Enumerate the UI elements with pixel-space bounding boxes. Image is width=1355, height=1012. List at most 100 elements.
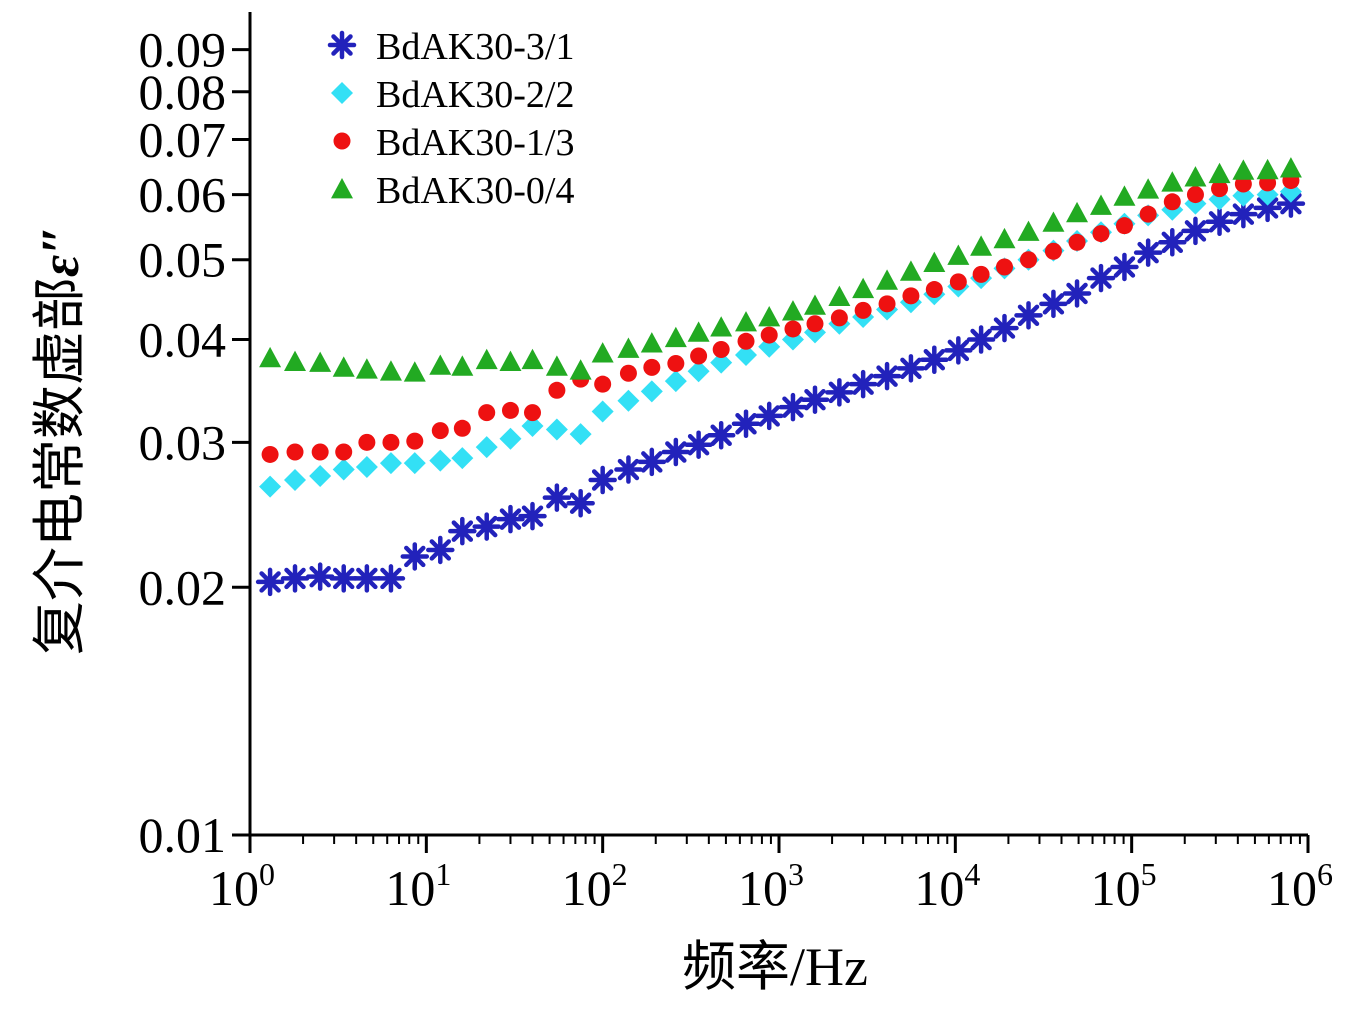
data-point-asterisk xyxy=(661,437,691,467)
data-point-triangle xyxy=(993,227,1016,249)
legend: BdAK30-3/1 BdAK30-2/2 BdAK30-1/3 BdAK30-0/4 xyxy=(327,26,574,212)
data-point-asterisk xyxy=(448,516,477,546)
data-point-circle xyxy=(1115,217,1133,235)
data-point-circle xyxy=(737,332,755,350)
data-point-asterisk xyxy=(920,345,949,374)
data-point-triangle xyxy=(545,355,568,376)
x-tick-label: 101 xyxy=(385,856,451,916)
data-point-triangle xyxy=(1137,178,1160,199)
y-axis-title-symbol: ε″ xyxy=(30,225,90,277)
x-axis-title: 频率/Hz xyxy=(682,937,868,997)
y-tick-label: 0.08 xyxy=(139,64,227,120)
data-point-asterisk xyxy=(376,564,406,593)
data-point-triangle xyxy=(803,294,826,315)
data-point-circle xyxy=(453,419,471,437)
series-circle xyxy=(261,172,1300,463)
data-point-diamond xyxy=(521,415,544,438)
data-point-triangle xyxy=(451,355,474,376)
data-point-circle xyxy=(878,295,896,313)
data-point-triangle xyxy=(1232,159,1255,180)
data-point-triangle xyxy=(499,350,522,371)
data-point-triangle xyxy=(1279,157,1302,178)
data-point-asterisk xyxy=(825,378,854,407)
data-point-asterisk xyxy=(684,430,713,459)
data-point-asterisk xyxy=(1205,207,1234,237)
data-point-asterisk xyxy=(472,512,501,541)
data-point-asterisk xyxy=(706,421,736,450)
y-tick-label: 0.01 xyxy=(139,807,227,863)
legend-marker-asterisk xyxy=(327,30,357,60)
data-point-triangle xyxy=(521,348,544,370)
data-point-asterisk xyxy=(1014,301,1043,330)
data-point-triangle xyxy=(379,360,402,381)
y-tick-label: 0.02 xyxy=(139,559,227,615)
data-point-diamond xyxy=(451,447,474,470)
data-point-asterisk xyxy=(637,447,667,477)
data-point-asterisk xyxy=(305,562,335,591)
data-point-circle xyxy=(1234,175,1252,193)
series-triangle xyxy=(259,157,1302,382)
data-point-triangle xyxy=(828,285,851,306)
data-point-circle xyxy=(949,273,967,291)
data-point-circle xyxy=(1020,251,1038,269)
data-point-triangle xyxy=(309,351,332,372)
series-asterisk xyxy=(255,189,1306,597)
legend-label: BdAK30-1/3 xyxy=(376,122,574,164)
data-point-asterisk xyxy=(1062,279,1092,308)
data-point-triangle xyxy=(1066,201,1089,223)
data-point-triangle xyxy=(1042,211,1065,232)
data-point-triangle xyxy=(1089,194,1112,215)
data-point-circle xyxy=(335,443,353,461)
legend-marker-diamond xyxy=(331,82,353,104)
data-point-triangle xyxy=(923,251,946,272)
data-point-triangle xyxy=(710,316,733,337)
data-point-asterisk xyxy=(588,465,617,495)
data-point-circle xyxy=(830,309,848,327)
data-point-asterisk xyxy=(848,369,878,399)
x-tick-label: 100 xyxy=(209,856,275,916)
data-point-asterisk xyxy=(400,542,430,571)
data-point-circle xyxy=(972,265,990,283)
x-tick-label: 102 xyxy=(562,856,628,916)
x-tick-label: 106 xyxy=(1267,856,1333,916)
data-point-diamond xyxy=(499,427,522,450)
y-axis-title: 复介电常数虚部ε″ xyxy=(30,225,90,655)
data-point-asterisk xyxy=(990,313,1019,343)
y-axis-title-label: 复介电常数虚部 xyxy=(30,277,90,655)
data-point-circle xyxy=(382,433,400,451)
data-point-triangle xyxy=(284,350,307,371)
data-point-circle xyxy=(806,315,824,333)
data-point-diamond xyxy=(475,436,498,459)
data-point-circle xyxy=(406,432,424,450)
data-point-asterisk xyxy=(542,483,572,512)
data-point-circle xyxy=(760,326,778,344)
data-point-diamond xyxy=(640,380,663,403)
y-axis-title-text: 复介电常数虚部ε″ xyxy=(30,225,90,655)
data-point-diamond xyxy=(355,455,378,478)
data-point-triangle xyxy=(758,305,781,327)
data-point-diamond xyxy=(664,370,687,393)
data-point-asterisk xyxy=(518,501,547,531)
data-point-diamond xyxy=(379,452,402,475)
data-point-circle xyxy=(1139,205,1157,223)
data-point-circle xyxy=(902,287,920,305)
data-point-circle xyxy=(1211,180,1229,198)
series-diamond xyxy=(259,180,1302,498)
data-point-triangle xyxy=(332,356,355,377)
data-point-asterisk xyxy=(1158,228,1187,257)
data-point-triangle xyxy=(781,300,804,321)
data-point-triangle xyxy=(591,342,614,363)
legend-label: BdAK30-0/4 xyxy=(376,170,574,212)
data-point-asterisk xyxy=(1133,238,1163,267)
data-points xyxy=(255,157,1306,597)
data-point-triangle xyxy=(852,277,875,299)
data-point-circle xyxy=(667,355,685,373)
y-tick-label: 0.05 xyxy=(139,232,227,288)
legend-label: BdAK30-3/1 xyxy=(376,26,574,68)
data-point-asterisk xyxy=(800,385,830,414)
data-point-diamond xyxy=(309,465,332,488)
data-point-triangle xyxy=(1161,171,1184,192)
data-point-circle xyxy=(995,258,1013,276)
data-point-triangle xyxy=(876,269,899,290)
